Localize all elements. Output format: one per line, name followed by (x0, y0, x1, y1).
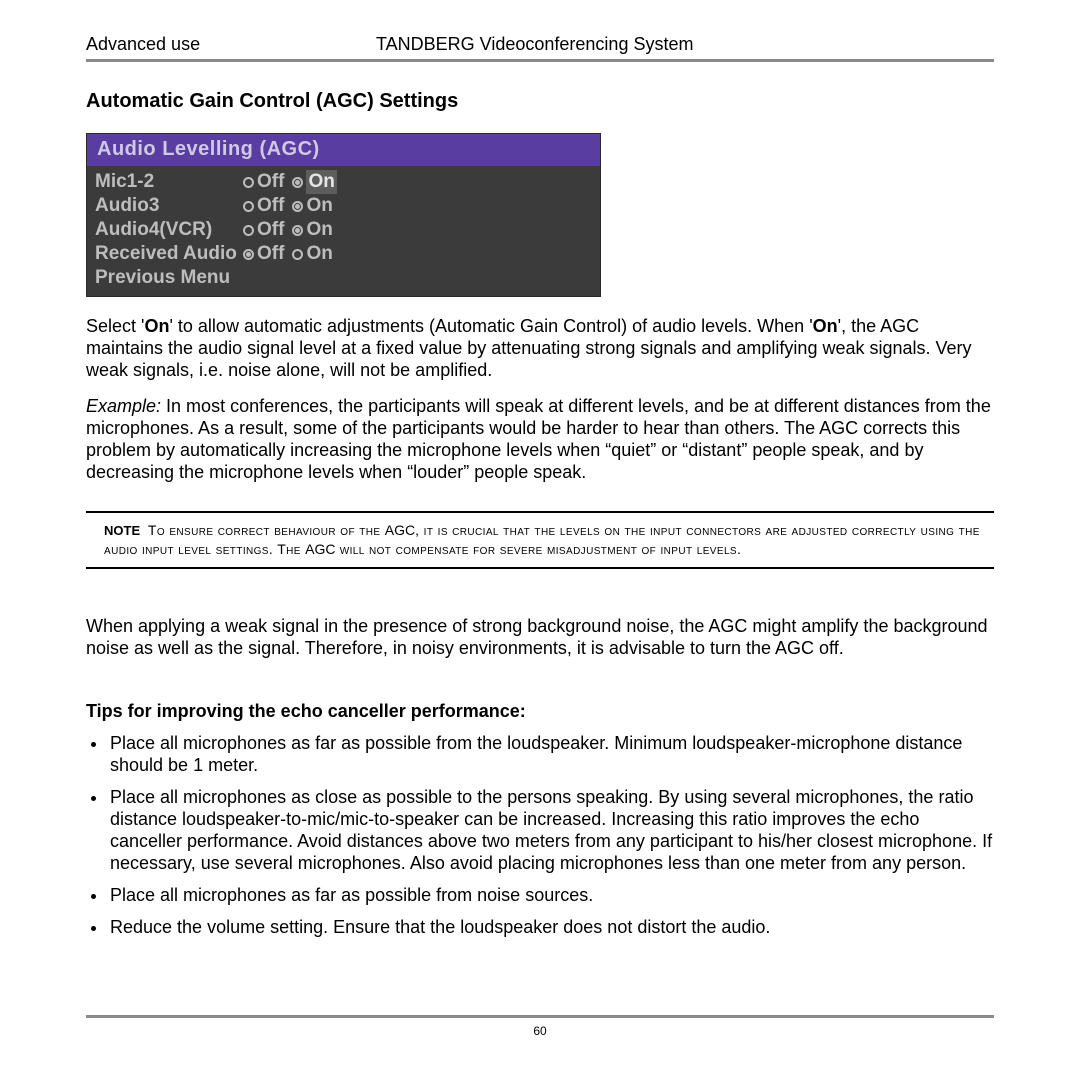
radio-on-icon[interactable] (292, 225, 303, 236)
radio-on-label: On (306, 194, 332, 218)
tips-title: Tips for improving the echo canceller pe… (86, 701, 994, 722)
page-header: Advanced use TANDBERG Videoconferencing … (86, 34, 994, 55)
menu-row-label: Received Audio (95, 242, 243, 266)
note-block: NOTE To ensure correct behaviour of the … (86, 511, 994, 569)
menu-previous-label: Previous Menu (95, 266, 230, 290)
note-text: NOTE To ensure correct behaviour of the … (86, 513, 994, 567)
radio-on-icon[interactable] (292, 201, 303, 212)
radio-on-icon[interactable] (292, 177, 303, 188)
radio-off-icon[interactable] (243, 225, 254, 236)
menu-body: Mic1-2OffOnAudio3OffOnAudio4(VCR)OffOnRe… (87, 166, 600, 296)
menu-row-label: Audio4(VCR) (95, 218, 243, 242)
radio-off-label: Off (257, 218, 284, 242)
radio-group[interactable]: Off On (243, 218, 341, 242)
radio-off-label: Off (257, 242, 284, 266)
footer-rule (86, 1015, 994, 1018)
paragraph-3-wrap: When applying a weak signal in the prese… (86, 615, 994, 659)
tips-list: Place all microphones as far as possible… (86, 732, 994, 938)
paragraph-2: Example: In most conferences, the partic… (86, 395, 994, 483)
radio-off-label: Off (257, 170, 284, 194)
section-title: Automatic Gain Control (AGC) Settings (86, 90, 994, 113)
radio-off-icon[interactable] (243, 201, 254, 212)
paragraph-3: When applying a weak signal in the prese… (86, 615, 994, 659)
header-center: TANDBERG Videoconferencing System (376, 34, 994, 55)
menu-row[interactable]: Received Audio Off On (87, 242, 600, 266)
footer: 60 (86, 1015, 994, 1038)
tips-item: Place all microphones as far as possible… (108, 732, 994, 776)
page-number: 60 (86, 1024, 994, 1038)
agc-menu: Audio Levelling (AGC) Mic1-2OffOnAudio3O… (86, 133, 601, 297)
menu-title: Audio Levelling (AGC) (87, 134, 600, 166)
note-rule-bottom (86, 567, 994, 569)
tips-item: Place all microphones as far as possible… (108, 884, 994, 906)
body-text: Select 'On' to allow automatic adjustmen… (86, 315, 994, 483)
menu-row-label: Mic1-2 (95, 170, 243, 194)
radio-on-label: On (306, 218, 332, 242)
radio-off-icon[interactable] (243, 177, 254, 188)
radio-off-icon[interactable] (243, 249, 254, 260)
radio-on-icon[interactable] (292, 249, 303, 260)
paragraph-1: Select 'On' to allow automatic adjustmen… (86, 315, 994, 381)
menu-row[interactable]: Audio3 Off On (87, 194, 600, 218)
radio-group[interactable]: Off On (243, 242, 341, 266)
radio-group[interactable]: Off On (243, 170, 345, 194)
header-left: Advanced use (86, 34, 376, 55)
menu-previous[interactable]: Previous Menu (87, 266, 600, 290)
radio-on-label: On (306, 242, 332, 266)
tips-item: Place all microphones as close as possib… (108, 786, 994, 874)
tips-item: Reduce the volume setting. Ensure that t… (108, 916, 994, 938)
radio-on-label: On (306, 170, 336, 194)
header-rule (86, 59, 994, 62)
radio-off-label: Off (257, 194, 284, 218)
menu-row[interactable]: Audio4(VCR) Off On (87, 218, 600, 242)
radio-group[interactable]: Off On (243, 194, 341, 218)
menu-row-label: Audio3 (95, 194, 243, 218)
menu-row[interactable]: Mic1-2 Off On (87, 170, 600, 194)
